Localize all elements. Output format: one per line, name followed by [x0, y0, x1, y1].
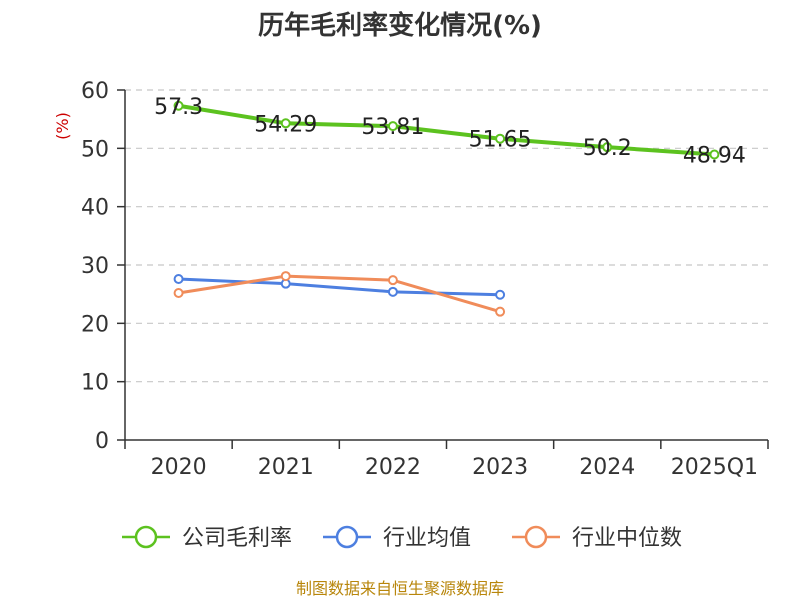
legend-marker [335, 525, 359, 549]
series-point [387, 121, 398, 132]
series-point [495, 289, 506, 300]
series-point [173, 288, 184, 298]
series-line [177, 274, 502, 314]
series-point [495, 306, 506, 317]
series-layer [173, 100, 720, 317]
series-point [173, 274, 184, 284]
series-line [177, 277, 502, 297]
grid-layer [125, 89, 768, 383]
y-tick-label: 40 [81, 196, 109, 221]
series-point [387, 275, 398, 286]
legend-marker [524, 525, 548, 549]
y-axis-label: (%) [53, 112, 72, 140]
y-tick-label: 60 [81, 79, 109, 104]
data-label: 54.29 [254, 112, 317, 137]
legend-label: 公司毛利率 [182, 526, 292, 551]
legend: 公司毛利率 行业均值 行业中位数 [122, 525, 682, 551]
data-label: 51.65 [469, 128, 532, 153]
legend-label: 行业中位数 [572, 526, 682, 551]
data-label: 50.2 [583, 136, 632, 161]
legend-marker [134, 525, 158, 549]
legend-label: 行业均值 [383, 526, 471, 551]
y-tick-label: 20 [81, 312, 109, 337]
x-tick-label: 2021 [258, 455, 314, 480]
y-tick-label: 0 [95, 429, 109, 454]
data-label-layer: 57.3 54.29 53.81 51.65 50.2 48.94 [154, 95, 746, 169]
y-tick-label: 50 [81, 137, 109, 162]
series-point [280, 271, 291, 282]
series-point [495, 133, 506, 144]
chart-title: 历年毛利率变化情况(%) [258, 10, 542, 41]
data-label: 48.94 [683, 144, 746, 169]
source-footer: 制图数据来自恒生聚源数据库 [296, 579, 504, 598]
x-tick-label: 2024 [579, 455, 635, 480]
series-point [387, 286, 398, 297]
x-tick-label: 2020 [151, 455, 207, 480]
series-point [173, 100, 184, 111]
series-point [602, 142, 613, 153]
series-point [709, 149, 720, 160]
x-tick-label: 2025Q1 [671, 455, 758, 480]
x-tick-label: 2022 [365, 455, 421, 480]
x-tick-label: 2023 [472, 455, 528, 480]
axis-layer: 0 10 20 30 40 50 60 2020 2021 2022 2023 2024 2025Q1 [81, 79, 769, 480]
data-label: 53.81 [361, 115, 424, 140]
y-tick-label: 10 [81, 371, 109, 396]
series-point [280, 118, 291, 129]
series-line [176, 103, 717, 157]
y-tick-label: 30 [81, 254, 109, 279]
data-label: 57.3 [154, 95, 203, 120]
